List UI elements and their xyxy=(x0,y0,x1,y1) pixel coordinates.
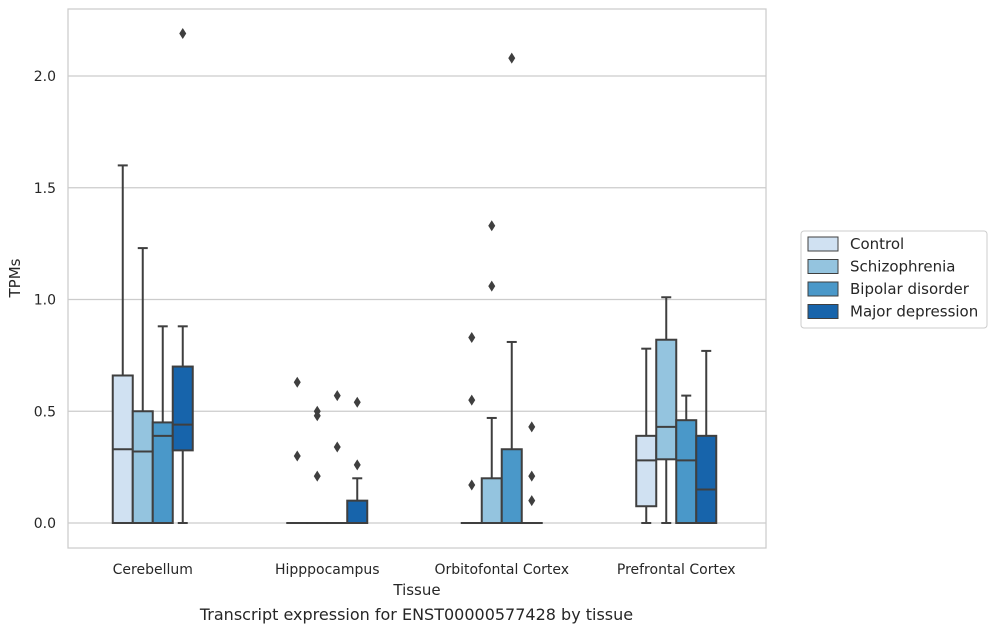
box xyxy=(326,390,349,525)
box xyxy=(635,347,658,524)
outlier-point xyxy=(508,52,516,64)
y-tick-labels: 0.0 0.5 1.0 1.5 2.0 xyxy=(34,69,56,532)
outlier-point xyxy=(313,470,321,482)
outlier-point xyxy=(468,394,476,406)
box xyxy=(151,325,174,524)
legend-swatch xyxy=(807,281,839,297)
legend-label: Schizophrenia xyxy=(850,258,955,276)
box xyxy=(131,247,154,524)
y-tick-label: 1.5 xyxy=(34,181,56,197)
x-tick-label: Orbitofontal Cortex xyxy=(434,562,569,578)
x-tick-labels: Cerebellum Hipppocampus Orbitofontal Corte… xyxy=(113,562,736,578)
box-body xyxy=(480,477,503,524)
outlier-point xyxy=(528,470,536,482)
box xyxy=(655,296,678,524)
box xyxy=(286,376,309,525)
box xyxy=(695,349,718,524)
box-body xyxy=(151,421,174,524)
boxes xyxy=(111,28,718,525)
outlier-point xyxy=(468,479,476,491)
outlier-point xyxy=(528,421,536,433)
outlier-point xyxy=(313,410,321,422)
outlier-point xyxy=(179,28,187,40)
y-tick-label: 2.0 xyxy=(34,69,56,85)
x-tick-label: Prefrontal Cortex xyxy=(617,562,736,578)
box xyxy=(346,396,369,524)
legend-swatch xyxy=(807,259,839,274)
box-body xyxy=(171,365,194,452)
box-body xyxy=(675,419,698,524)
x-tick-label: Cerebellum xyxy=(113,562,193,578)
legend-label: Control xyxy=(850,235,904,253)
box xyxy=(460,331,483,525)
outlier-point xyxy=(488,280,496,292)
box xyxy=(171,28,194,524)
x-axis-label: Tissue xyxy=(392,581,440,599)
y-axis-label: TPMs xyxy=(6,258,24,298)
outlier-point xyxy=(528,495,536,507)
legend-label: Major depression xyxy=(850,303,978,321)
legend-swatch xyxy=(807,236,839,252)
outlier-point xyxy=(293,376,301,388)
y-tick-label: 0.5 xyxy=(34,404,56,420)
box-body xyxy=(131,410,154,524)
box-body xyxy=(655,338,678,461)
box xyxy=(111,164,134,524)
y-tick-label: 0.0 xyxy=(34,516,56,532)
outlier-point xyxy=(353,459,361,471)
box-body xyxy=(635,434,658,508)
outlier-point xyxy=(333,390,341,402)
legend-swatch xyxy=(807,304,839,319)
y-tick-label: 1.0 xyxy=(34,293,56,309)
x-tick-label: Hipppocampus xyxy=(275,562,380,578)
box xyxy=(306,405,329,525)
legend-frame xyxy=(800,230,988,329)
outlier-point xyxy=(353,396,361,408)
legend-label: Bipolar disorder xyxy=(850,280,970,298)
box xyxy=(500,52,523,524)
outlier-point xyxy=(333,441,341,453)
outlier-point xyxy=(293,450,301,462)
outlier-point xyxy=(468,331,476,343)
chart-caption: Transcript expression for ENST0000057742… xyxy=(199,605,634,624)
box-body xyxy=(346,499,369,524)
legend: Control Schizophrenia Bipolar disorder Majo… xyxy=(800,230,988,329)
box xyxy=(520,421,543,525)
box-body xyxy=(695,434,718,524)
box-body xyxy=(500,448,523,524)
outlier-point xyxy=(488,220,496,232)
